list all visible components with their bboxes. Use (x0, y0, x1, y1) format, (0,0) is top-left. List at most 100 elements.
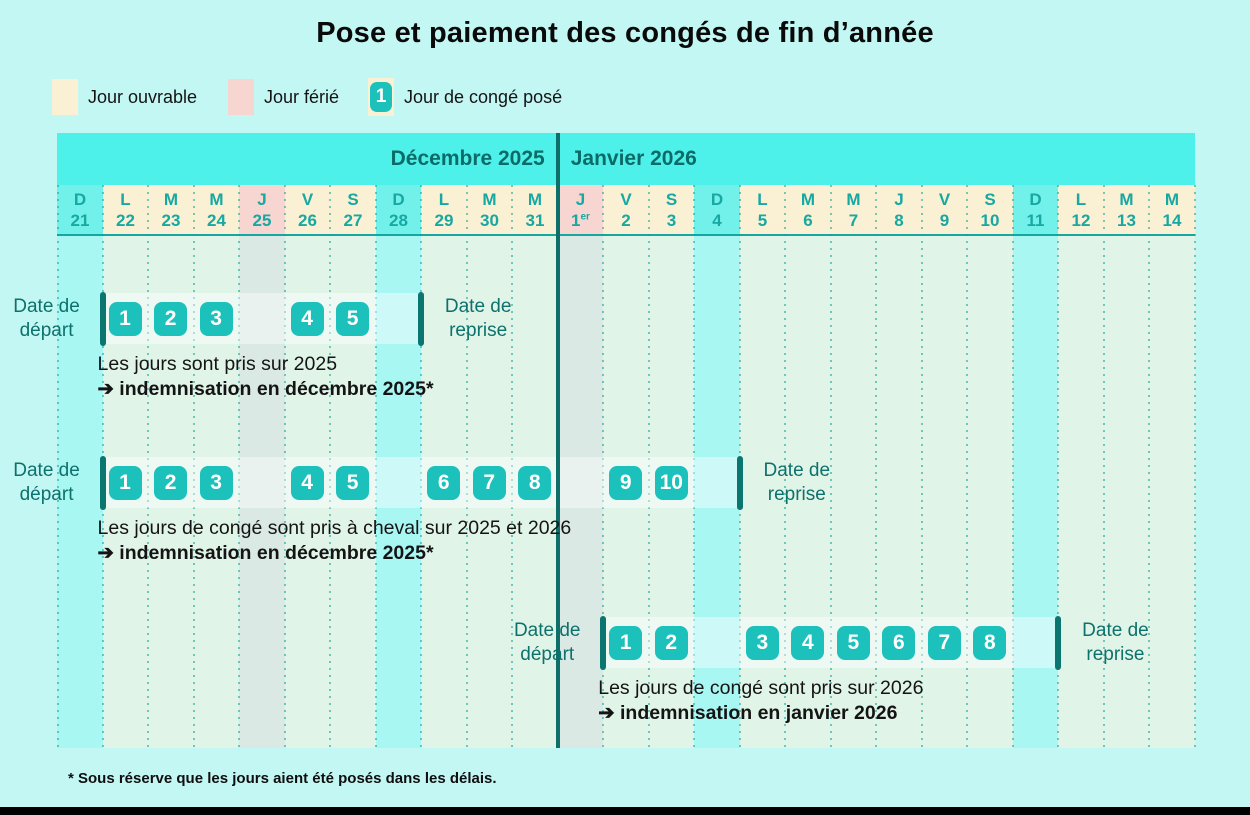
body-column-work (967, 236, 1013, 748)
column-separator (420, 185, 422, 748)
day-cell-D28: D 28 (376, 185, 421, 234)
column-separator (830, 185, 832, 748)
body-column-holiday (558, 236, 603, 748)
scenario-caption: Les jours sont pris sur 2025 ➔ indemnisat… (98, 352, 434, 402)
leave-day-box: 9 (609, 465, 643, 500)
leave-day-box: 8 (973, 625, 1007, 660)
leave-day-swatch: 1 (368, 78, 394, 116)
depart-label: Date de départ (13, 459, 80, 505)
leave-day-box: 3 (199, 301, 233, 336)
body-column-work (740, 236, 785, 748)
leave-day-box: 4 (791, 625, 825, 660)
column-separator (875, 185, 877, 748)
column-separator (602, 185, 604, 748)
depart-label: Date de départ (13, 295, 80, 341)
leave-day-box: 8 (518, 465, 552, 500)
reprise-label: Date de reprise (763, 459, 831, 505)
legend-item-conge-pose: 1 Jour de congé posé (368, 78, 562, 116)
leave-day-badge: 1 (370, 82, 392, 112)
day-cell-D11: D 11 (1013, 185, 1058, 234)
body-column-work (1149, 236, 1195, 748)
column-separator (238, 185, 240, 748)
depart-marker (99, 455, 106, 510)
column-separator (57, 185, 59, 748)
day-cell-V26: V 26 (285, 185, 330, 234)
column-separator (1103, 185, 1105, 748)
depart-marker (600, 615, 607, 670)
leave-day-box: 10 (654, 465, 688, 500)
month-label: Décembre 2025 (390, 147, 545, 170)
workday-swatch (52, 79, 78, 115)
body-column-work (1058, 236, 1104, 748)
body-column-work (831, 236, 876, 748)
leave-day-box: 7 (927, 625, 961, 660)
leave-day-box: 2 (154, 301, 188, 336)
scenario-caption-text: Les jours de congé sont pris sur 2026 (598, 677, 924, 699)
reprise-marker (1055, 615, 1062, 670)
column-separator (284, 185, 286, 748)
leave-day-box: 3 (199, 465, 233, 500)
leave-day-box: 4 (290, 301, 324, 336)
day-cell-M30: M 30 (467, 185, 512, 234)
day-cell-M24: M 24 (194, 185, 239, 234)
calendar-grid: Décembre 2025 Janvier 2026 D 21 L 22 M 23 M 24 J 25… (13, 133, 1196, 748)
column-separator (1194, 185, 1196, 748)
day-cell-J25: J 25 (239, 185, 285, 234)
scenario-caption-bold: ➔ indemnisation en janvier 2026 (598, 702, 898, 724)
body-column-holiday (239, 236, 285, 748)
column-separator (466, 185, 468, 748)
leave-day-box: 1 (108, 301, 142, 336)
day-cell-L22: L 22 (103, 185, 148, 234)
leave-day-box: 4 (290, 465, 324, 500)
legend-label-jour-ferie: Jour férié (264, 86, 340, 107)
column-separator (1148, 185, 1150, 748)
body-column-work (1104, 236, 1149, 748)
body-column-sunday (1013, 236, 1058, 748)
scenario-caption-bold: ➔ indemnisation en décembre 2025* (97, 542, 434, 564)
body-column-work (785, 236, 831, 748)
leave-day-box: 5 (336, 465, 370, 500)
scenario-caption: Les jours de congé sont pris sur 2026 ➔ i… (598, 676, 923, 726)
leave-period-band (102, 457, 740, 508)
leave-day-box: 5 (836, 625, 870, 660)
column-separator (375, 185, 377, 748)
column-separator (147, 185, 149, 748)
column-separator (966, 185, 968, 748)
leave-day-box: 7 (472, 465, 506, 500)
column-separator (329, 185, 331, 748)
day-cell-J1: J 1er (558, 185, 603, 234)
leave-day-box: 2 (154, 465, 188, 500)
leave-day-box: 5 (336, 301, 370, 336)
leave-day-box: 3 (745, 625, 779, 660)
month-label: Janvier 2026 (570, 147, 697, 170)
day-cell-L29: L 29 (421, 185, 467, 234)
legend: Jour ouvrable Jour férié 1 Jour de congé… (0, 78, 1250, 116)
day-cell-M14: M 14 (1149, 185, 1195, 234)
body-column-work (922, 236, 967, 748)
leave-day-box: 1 (609, 625, 643, 660)
leave-period-band (102, 293, 422, 344)
scenario-caption: Les jours de congé sont pris à cheval su… (98, 516, 572, 566)
reprise-label: Date de reprise (1082, 619, 1149, 665)
column-separator (784, 185, 786, 748)
body-column-sunday (57, 236, 103, 748)
body-column-sunday (376, 236, 421, 748)
scenario-caption-text: Les jours sont pris sur 2025 (97, 353, 338, 375)
reprise-label: Date de reprise (444, 295, 512, 341)
column-separator (193, 185, 195, 748)
day-cell-L12: L 12 (1058, 185, 1104, 234)
leave-day-box: 6 (882, 625, 916, 660)
footnote: * Sous réserve que les jours aient été p… (68, 770, 497, 787)
year-divider (556, 133, 560, 748)
day-cell-M31: M 31 (512, 185, 558, 234)
depart-marker (99, 291, 106, 346)
reprise-marker (418, 291, 425, 346)
